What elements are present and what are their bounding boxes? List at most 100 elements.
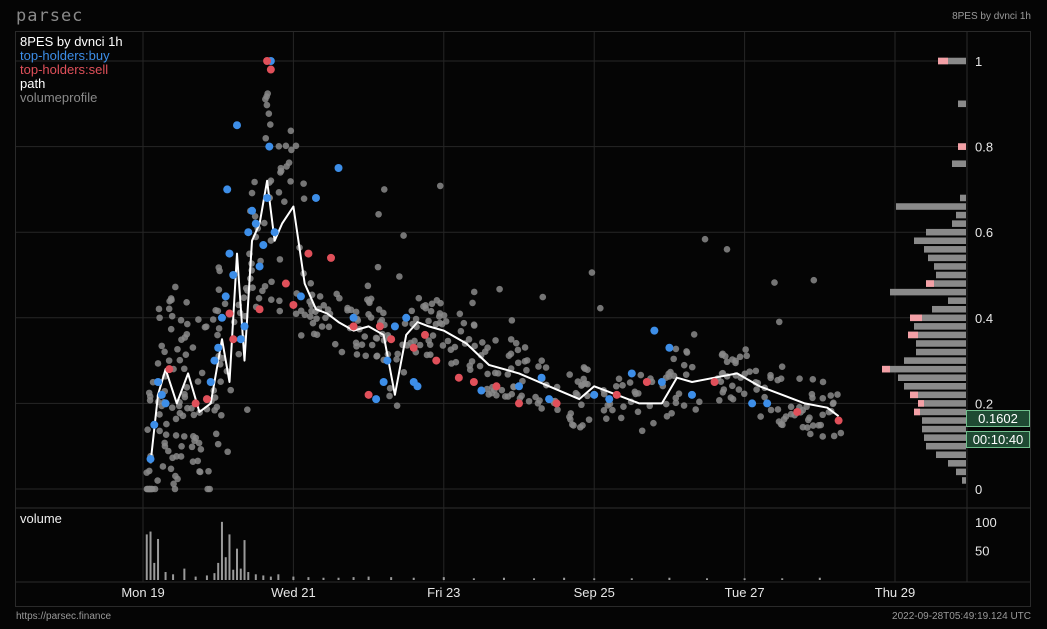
trade-dot (512, 339, 520, 347)
top-holders-buy-dot (383, 356, 392, 365)
volume-bar (472, 578, 475, 580)
legend-item-sell[interactable]: top-holders:sell (20, 62, 109, 77)
trade-dot (408, 307, 416, 315)
trade-dot (167, 465, 175, 473)
volume-profile-bar (934, 263, 966, 270)
volume-profile-bar (924, 434, 966, 441)
trade-dot (158, 342, 166, 350)
legend-item-path[interactable]: path (20, 76, 46, 91)
trade-dot (205, 467, 212, 475)
top-holders-buy-dot (650, 326, 659, 335)
top-holders-buy-dot (687, 390, 696, 399)
price-tag: 0.1602 (966, 410, 1030, 427)
top-holders-buy-dot (605, 395, 614, 404)
top-holders-buy-dot (748, 399, 757, 408)
x-tick-label: Sep 25 (574, 585, 615, 600)
legend: 8PES by dvnci 1h top-holders:buy top-hol… (20, 35, 123, 105)
trade-dot (491, 369, 499, 377)
trade-dot (830, 432, 838, 440)
legend-item-buy[interactable]: top-holders:buy (20, 48, 110, 63)
trade-dot (521, 344, 529, 351)
volume-profile-bar (916, 348, 966, 356)
volume-profile-bar (922, 425, 966, 433)
trade-dot (447, 346, 455, 353)
top-holders-buy-dot (214, 343, 223, 352)
top-holders-sell-dot (364, 390, 373, 399)
top-holders-buy-dot (146, 455, 155, 464)
volume-bar (337, 577, 340, 580)
trade-dot (156, 411, 163, 418)
top-holders-buy-dot (270, 228, 279, 237)
trade-dot (167, 325, 175, 333)
trade-dot (182, 351, 190, 358)
volume-bar (277, 574, 280, 580)
trade-dot (696, 398, 703, 406)
trade-dot (609, 406, 616, 414)
trade-dot (600, 407, 608, 414)
trade-dot (757, 413, 764, 420)
top-holders-buy-dot (537, 373, 546, 382)
trade-dot (819, 394, 827, 402)
volume-profile-bar (924, 246, 966, 253)
trade-dot (292, 310, 300, 318)
volume-bar (247, 572, 250, 580)
top-holders-buy-dot (390, 322, 399, 331)
trade-dot (249, 284, 256, 292)
trade-dot (380, 309, 387, 317)
trade-dot (787, 410, 795, 418)
trade-dot (189, 433, 197, 440)
trade-dot (183, 298, 190, 306)
top-holders-buy-dot (657, 378, 666, 386)
top-holders-buy-dot (244, 228, 253, 237)
trade-dot (163, 420, 170, 428)
volume-profile-bar (926, 442, 966, 450)
trade-dot (435, 313, 443, 320)
trade-dot (688, 363, 696, 371)
volume-profile-sell-bar (882, 365, 890, 373)
trade-dot (168, 296, 175, 304)
legend-item-volumeprofile[interactable]: volumeprofile (20, 90, 98, 105)
trade-dot (423, 351, 431, 359)
trade-dot (690, 331, 698, 338)
volume-profile-bar (932, 305, 966, 313)
top-holders-sell-dot (454, 373, 463, 382)
top-holders-sell-dot (191, 399, 200, 408)
trade-dot (438, 320, 446, 328)
trade-dot (680, 402, 688, 409)
trade-dot (393, 356, 400, 363)
trade-dot (172, 415, 180, 423)
trade-dot (574, 378, 582, 385)
trade-dot (457, 327, 465, 335)
footer-url[interactable]: https://parsec.finance (16, 611, 112, 622)
top-holders-buy-dot (477, 386, 486, 395)
trade-dot (300, 180, 307, 187)
trade-dot (804, 416, 812, 424)
volume-bar (630, 578, 633, 580)
top-holders-sell-dot (710, 378, 719, 386)
top-holders-buy-dot (259, 241, 268, 250)
trade-dot (309, 319, 317, 327)
trade-dot (532, 393, 539, 401)
trade-dot (508, 317, 516, 324)
trade-dot (650, 419, 657, 427)
trade-dot (787, 403, 795, 411)
volume-profile-bar (960, 194, 966, 202)
trade-dot (161, 348, 168, 356)
volume-profile-bar (918, 400, 966, 407)
trade-dot (469, 299, 476, 307)
volume-bar (254, 574, 257, 580)
trade-dot (498, 386, 506, 394)
trade-dot (194, 457, 202, 465)
trade-dot (735, 386, 743, 393)
y-tick-label: 0.4 (975, 311, 993, 326)
volume-bar (243, 540, 246, 580)
trade-dot (188, 404, 195, 412)
trade-dot (300, 195, 308, 202)
top-holders-sell-dot (281, 279, 290, 288)
trade-dot (568, 421, 576, 428)
trade-dot (492, 337, 499, 344)
top-holders-buy-dot (251, 219, 260, 228)
top-holders-buy-dot (311, 193, 320, 202)
trade-dot (261, 219, 268, 227)
